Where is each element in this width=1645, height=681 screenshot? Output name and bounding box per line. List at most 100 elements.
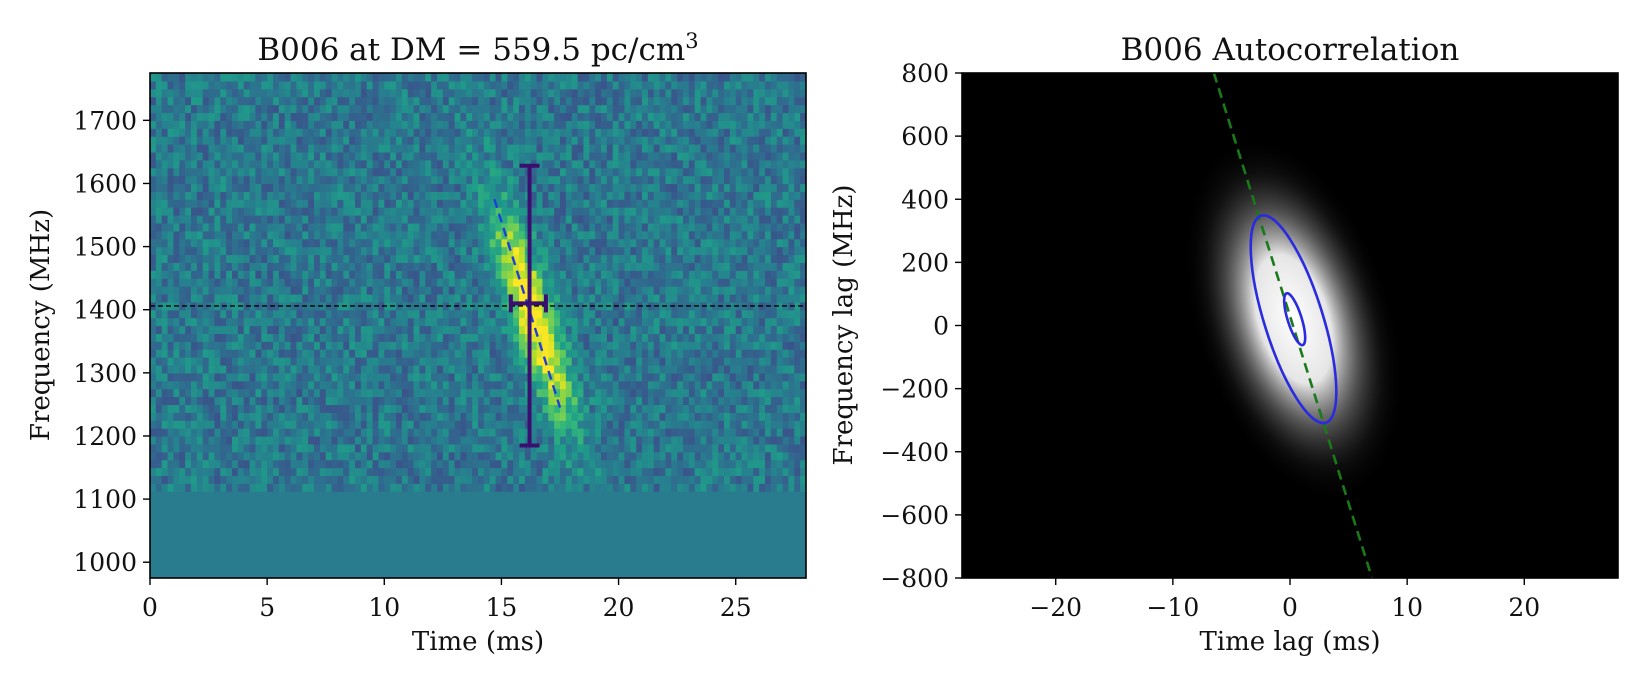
spectrum-cell (753, 562, 760, 571)
spectrum-cell (583, 530, 590, 540)
spectrum-cell (308, 270, 315, 279)
spectrum-cell (232, 278, 239, 287)
spectrum-cell (601, 238, 608, 248)
spectrum-cell (636, 499, 643, 508)
spectrum-cell (519, 412, 526, 421)
spectrum-cell (565, 230, 573, 240)
spectrum-cell (349, 483, 356, 492)
spectrum-cell (325, 262, 333, 271)
spectrum-cell (642, 514, 649, 524)
spectrum-cell (665, 530, 672, 540)
spectrum-cell (214, 364, 221, 374)
spectrum-cell (155, 428, 163, 437)
spectrum-cell (202, 483, 210, 492)
spectrum-cell (560, 301, 567, 311)
spectrum-cell (273, 420, 280, 429)
spectrum-cell (612, 538, 620, 548)
spectrum-cell (273, 286, 280, 295)
spectrum-cell (267, 506, 274, 516)
spectrum-cell (413, 420, 421, 429)
spectrum-cell (606, 357, 614, 366)
spectrum-cell (331, 435, 339, 445)
spectrum-cell (255, 570, 262, 578)
spectrum-cell (483, 451, 491, 461)
spectrum-cell (788, 293, 795, 303)
spectrum-cell (185, 483, 192, 492)
spectrum-cell (155, 404, 163, 413)
spectrum-cell (688, 412, 696, 421)
spectrum-cell (636, 546, 643, 555)
spectrum-cell (653, 404, 661, 413)
spectrum-cell (583, 270, 590, 279)
spectrum-cell (741, 357, 749, 366)
spectrum-cell (425, 349, 432, 358)
spectrum-cell (712, 475, 719, 484)
spectrum-cell (724, 530, 731, 540)
spectrum-cell (214, 238, 221, 248)
spectrum-cell (343, 286, 350, 295)
spectrum-cell (425, 554, 432, 563)
spectrum-cell (577, 254, 585, 263)
spectrum-cell (794, 522, 801, 532)
spectrum-cell (454, 546, 462, 555)
spectrum-cell (612, 570, 620, 578)
spectrum-cell (185, 364, 192, 374)
spectrum-cell (343, 443, 350, 453)
spectrum-cell (483, 443, 491, 453)
spectrum-cell (536, 254, 544, 263)
spectrum-cell (167, 491, 175, 500)
spectrum-cell (448, 412, 456, 421)
spectrum-cell (548, 230, 555, 240)
spectrum-cell (542, 262, 549, 271)
spectrum-cell (396, 475, 403, 484)
spectrum-cell (536, 309, 544, 319)
spectrum-cell (220, 238, 227, 248)
spectrum-cell (759, 388, 766, 398)
spectrum-cell (776, 506, 784, 516)
spectrum-cell (337, 325, 344, 334)
spectrum-cell (214, 499, 221, 508)
spectrum-cell (173, 428, 180, 437)
spectrum-cell (384, 435, 391, 445)
spectrum-cell (466, 388, 473, 398)
spectrum-cell (489, 341, 497, 350)
spectrum-cell (718, 475, 725, 484)
spectrum-cell (372, 230, 380, 240)
spectrum-cell (261, 491, 268, 500)
spectrum-cell (524, 562, 532, 571)
spectrum-cell (665, 388, 672, 398)
spectrum-cell (226, 562, 233, 571)
spectrum-cell (349, 554, 356, 563)
spectrum-cell (167, 380, 175, 390)
spectrum-cell (718, 554, 725, 563)
spectrum-cell (261, 293, 268, 303)
spectrum-cell (413, 357, 421, 366)
spectrum-cell (788, 451, 795, 461)
spectrum-cell (372, 246, 380, 256)
spectrum-cell (595, 554, 602, 563)
spectrum-cell (360, 562, 368, 571)
spectrum-cell (665, 491, 672, 500)
spectrum-cell (442, 499, 450, 508)
spectrum-cell (319, 262, 327, 271)
spectrum-cell (249, 467, 257, 477)
spectrum-cell (167, 522, 175, 532)
spectrum-cell (601, 286, 608, 295)
spectrum-cell (612, 357, 620, 366)
spectrum-cell (495, 325, 503, 334)
spectrum-cell (513, 246, 520, 256)
spectrum-cell (284, 230, 292, 240)
spectrum-cell (647, 325, 655, 334)
spectrum-cell (366, 404, 374, 413)
spectrum-cell (478, 333, 485, 342)
spectrum-cell (630, 412, 637, 421)
spectrum-cell (770, 428, 778, 437)
spectrum-cell (706, 317, 713, 327)
spectrum-cell (396, 554, 403, 563)
spectrum-cell (630, 546, 637, 555)
spectrum-cell (507, 254, 514, 263)
spectrum-cell (179, 546, 186, 555)
spectrum-cell (694, 530, 702, 540)
spectrum-cell (173, 570, 180, 578)
spectrum-cell (601, 499, 608, 508)
